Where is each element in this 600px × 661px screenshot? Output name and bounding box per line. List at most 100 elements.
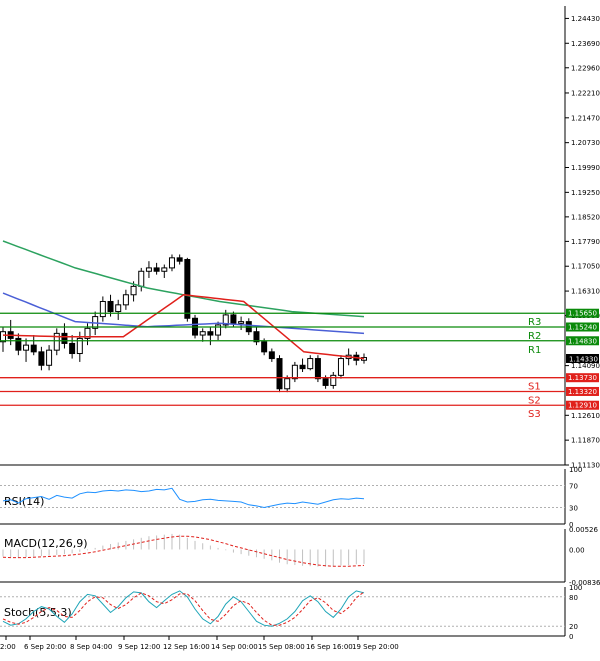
price-y-tick-label: 1.22210 [571,89,600,97]
rsi-y-tick-label: 70 [569,483,578,491]
candle-body [107,300,114,313]
candle-body [276,358,283,390]
level-tag-box-s1 [566,373,599,383]
level-tag-r2: 1.15240 [568,323,597,331]
candle-body [299,364,306,370]
candle-body [76,337,83,355]
price-y-tick-label: 1.11870 [571,437,600,445]
level-tag-box-s2 [566,386,599,396]
level-label-s3: S3 [528,409,541,420]
macd-panel: MACD(12,26,9) 0.00526 0.00 -0.008361 [0,526,600,587]
level-tag-s2: 1.13320 [568,388,597,396]
price-y-tick-label: 1.18520 [571,213,600,221]
candle-body [168,257,175,269]
candle-body [337,358,344,376]
macd-y-tick-label: 0.00 [569,546,585,554]
price-y-tick-label: 1.20730 [571,139,600,147]
candle-body [153,267,160,272]
candle-body [130,285,137,296]
stoch-y-tick-label: 20 [569,623,578,631]
candle-body [69,342,76,355]
current-price-tag: 1.14330 [566,354,599,364]
candle-body [23,344,30,351]
macd-signal-line [2,535,365,567]
current-price-label: 1.14330 [569,356,598,364]
x-axis: 2:00 6 Sep 20:00 8 Sep 04:00 9 Sep 12:00 12 … [0,636,399,651]
candle-body [291,364,298,380]
stoch-title: Stoch(5,5,3) [4,606,72,619]
candle-body [15,337,22,351]
level-tag-box-r1 [566,336,599,346]
candle-body [253,331,260,343]
price-y-tick-label: 1.21470 [571,114,600,122]
price-y-tick-label: 1.17050 [571,263,600,271]
x-tick-label: 12 Sep 16:00 [163,643,210,651]
candle-body [199,331,206,336]
candle-body [38,351,45,366]
candle-body [261,341,268,353]
current-price-box [566,354,599,363]
level-tag-r1: 1.14830 [568,337,597,345]
x-tick-label: 9 Sep 12:00 [118,643,160,651]
rsi-y-tick-label: 0 [569,521,573,529]
level-label-s2: S2 [528,395,541,406]
stoch-signal-line [2,591,365,626]
rsi-y-tick-label: 100 [569,466,582,474]
level-label-s1: S1 [528,382,541,393]
candle-body [122,294,129,306]
candle-body [215,324,222,336]
price-y-tick-label: 1.19250 [571,189,600,197]
rsi-title: RSI(14) [4,495,44,508]
price-y-tick-label: 1.23690 [571,40,600,48]
rsi-y-tick-label: 30 [569,505,578,513]
candle-body [30,344,37,353]
stoch-y-tick-label: 0 [569,633,573,641]
candle-body [99,300,106,318]
x-tick-label: 6 Sep 20:00 [24,643,66,651]
candle-body [145,267,152,272]
level-tag-s1: 1.13730 [568,374,597,382]
candle-body [176,257,183,262]
ma-red-line [2,294,365,360]
candle-body [138,270,145,287]
candle-body [61,332,68,344]
level-label-r3: R3 [528,317,541,328]
x-tick-label: 8 Sep 04:00 [70,643,112,651]
level-tag-s3: 1.12910 [568,402,597,410]
rsi-line [2,487,365,509]
candle-body [53,332,60,351]
candle-body [207,331,214,336]
price-y-tick-label: 1.16310 [571,288,600,296]
candle-body [184,259,191,319]
price-panel: 1.24430 1.23690 1.22960 1.22210 1.21470 1.207… [0,6,600,470]
price-y-tick-label: 1.14090 [571,362,600,370]
rsi-panel: RSI(14) 100 70 30 0 [0,466,582,529]
x-tick-label: 14 Sep 00:00 [211,643,258,651]
candle-body [268,351,275,360]
stoch-y-tick-label: 80 [569,594,578,602]
ma-blue-line [2,292,365,335]
macd-title: MACD(12,26,9) [4,537,88,550]
price-y-tick-label: 1.12610 [571,412,600,420]
price-y-tick-label: 1.22960 [571,64,600,72]
candle-body [46,349,53,366]
level-tag-box-r3 [566,308,599,318]
price-y-tick-label: 1.24430 [571,15,600,23]
stoch-y-tick-label: 100 [569,584,582,592]
stoch-panel: Stoch(5,5,3) 100 80 20 0 [0,584,582,641]
level-tag-box-r2 [566,322,599,332]
candle-body [84,327,91,339]
level-tag-box-s3 [566,400,599,410]
candle-body [314,358,321,380]
candle-body [161,267,168,272]
x-tick-label: 2:00 [0,643,16,651]
price-y-tick-label: 1.17790 [571,238,600,246]
x-tick-label: 16 Sep 16:00 [306,643,353,651]
macd-y-tick-label: 0.00526 [569,526,598,534]
candle-body [115,304,122,313]
x-tick-label: 19 Sep 20:00 [352,643,399,651]
candle-body [222,314,229,326]
candle-body [330,374,337,386]
